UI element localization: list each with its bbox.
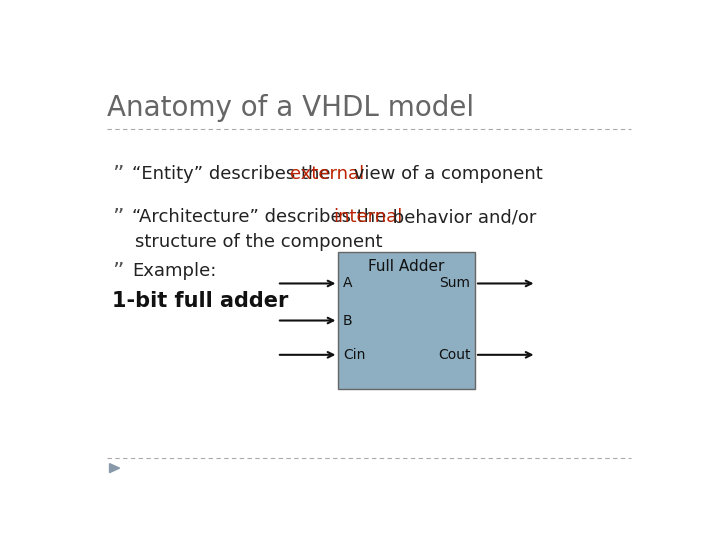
Text: “Architecture” describes the: “Architecture” describes the bbox=[132, 208, 392, 226]
Text: Full Adder: Full Adder bbox=[369, 259, 445, 274]
Text: Cout: Cout bbox=[438, 348, 471, 362]
Polygon shape bbox=[109, 464, 120, 472]
Text: B: B bbox=[343, 314, 352, 328]
Text: structure of the component: structure of the component bbox=[135, 233, 382, 251]
Text: “Entity” describes the: “Entity” describes the bbox=[132, 165, 336, 183]
Text: ”: ” bbox=[112, 208, 124, 228]
Text: A: A bbox=[343, 276, 352, 291]
Text: Cin: Cin bbox=[343, 348, 365, 362]
Text: Example:: Example: bbox=[132, 262, 216, 280]
Text: behavior and/or: behavior and/or bbox=[387, 208, 536, 226]
Text: Anatomy of a VHDL model: Anatomy of a VHDL model bbox=[107, 94, 474, 122]
Text: 1-bit full adder: 1-bit full adder bbox=[112, 292, 289, 312]
Text: external: external bbox=[290, 165, 364, 183]
Text: Sum: Sum bbox=[439, 276, 471, 291]
Text: internal: internal bbox=[333, 208, 402, 226]
Bar bbox=[338, 252, 475, 389]
Text: ”: ” bbox=[112, 262, 124, 282]
Text: ”: ” bbox=[112, 165, 124, 185]
Text: view of a component: view of a component bbox=[348, 165, 542, 183]
